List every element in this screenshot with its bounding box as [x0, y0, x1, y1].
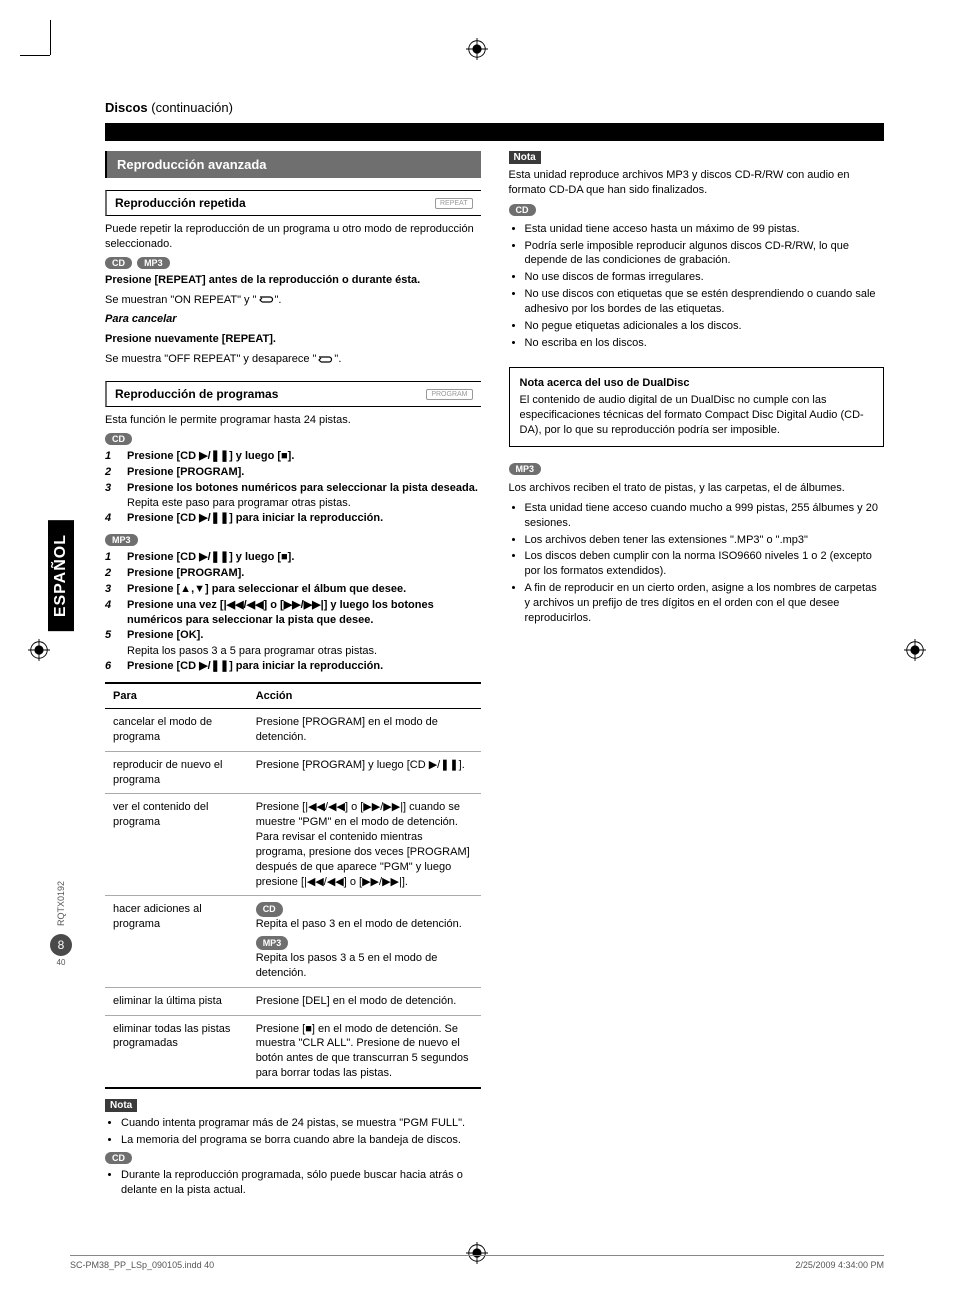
step-row: 3Presione los botones numéricos para sel… — [105, 481, 481, 496]
list-item: A fin de reproducir en un cierto orden, … — [525, 581, 885, 626]
table-row: hacer adiciones al programaCDRepita el p… — [105, 896, 481, 987]
page-badge: 8 — [50, 934, 72, 956]
mp3-steps: 1Presione [CD ▶/❚❚] y luego [■].2Presion… — [105, 550, 481, 674]
document-code: RQTX0192 — [56, 881, 66, 926]
table-header-para: Para — [105, 683, 248, 709]
cd-pill: CD — [105, 257, 132, 269]
cd-pill: CD — [105, 433, 132, 445]
title-main: Discos — [105, 100, 148, 115]
step-row: 2Presione [PROGRAM]. — [105, 566, 481, 581]
subsection-repeat: Reproducción repetida REPEAT — [105, 190, 481, 216]
dualdisc-title: Nota acerca del uso de DualDisc — [520, 376, 874, 391]
page-title: Discos (continuación) — [105, 100, 904, 115]
crop-mark-icon — [50, 20, 51, 55]
cancel-heading: Para cancelar — [105, 312, 481, 327]
cancel-result: Se muestra "OFF REPEAT" y desaparece "". — [105, 352, 481, 367]
registration-mark-icon — [904, 639, 926, 661]
list-item: No escriba en los discos. — [525, 336, 885, 351]
section-header: Reproducción avanzada — [105, 151, 481, 178]
list-item: Esta unidad tiene acceso hasta un máximo… — [525, 222, 885, 237]
page-footer: SC-PM38_PP_LSp_090105.indd 40 2/25/2009 … — [70, 1255, 884, 1270]
registration-mark-icon — [28, 639, 50, 661]
step-row: 6Presione [CD ▶/❚❚] para iniciar la repr… — [105, 659, 481, 674]
repeat-icon — [316, 354, 334, 365]
list-item: Durante la reproducción programada, sólo… — [121, 1168, 481, 1198]
step-row: 4Presione [CD ▶/❚❚] para iniciar la repr… — [105, 511, 481, 526]
side-tab: ESPAÑOL RQTX0192 8 40 — [48, 520, 74, 967]
repeat-pills: CD MP3 — [105, 257, 481, 269]
registration-mark-icon — [466, 38, 488, 60]
list-item: Podría serle imposible reproducir alguno… — [525, 239, 885, 269]
program-cd-notes: Durante la reproducción programada, sólo… — [105, 1168, 481, 1198]
repeat-button-label: REPEAT — [435, 198, 473, 209]
cancel-instruction: Presione nuevamente [REPEAT]. — [105, 332, 481, 347]
table-row: reproducir de nuevo el programaPresione … — [105, 751, 481, 794]
cd-pill: CD — [105, 1152, 132, 1164]
step-row: 4Presione una vez [|◀◀/◀◀] o [▶▶/▶▶|] y … — [105, 598, 481, 628]
mp3-pill: MP3 — [509, 463, 542, 475]
mp3-pill: MP3 — [137, 257, 170, 269]
step-row: 5Presione [OK]. — [105, 628, 481, 643]
subsection-program: Reproducción de programas PROGRAM — [105, 381, 481, 407]
mp3-pill: MP3 — [105, 534, 138, 546]
crop-mark-icon — [20, 55, 50, 56]
dualdisc-body: El contenido de audio digital de un Dual… — [520, 393, 874, 438]
table-row: eliminar la última pistaPresione [DEL] e… — [105, 987, 481, 1015]
mp3-intro: Los archivos reciben el trato de pistas,… — [509, 481, 885, 496]
table-row: cancelar el modo de programaPresione [PR… — [105, 709, 481, 752]
table-header-accion: Acción — [248, 683, 481, 709]
actions-table: Para Acción cancelar el modo de programa… — [105, 682, 481, 1089]
list-item: Cuando intenta programar más de 24 pista… — [121, 1116, 481, 1131]
step-row: 1Presione [CD ▶/❚❚] y luego [■]. — [105, 550, 481, 565]
subsection-title: Reproducción repetida — [115, 196, 246, 210]
language-tab: ESPAÑOL — [48, 520, 74, 631]
step-sub: Repita este paso para programar otras pi… — [127, 496, 481, 511]
note-label: Nota — [509, 151, 541, 164]
program-notes: Cuando intenta programar más de 24 pista… — [105, 1116, 481, 1148]
subsection-title: Reproducción de programas — [115, 387, 278, 401]
step-sub: Repita los pasos 3 a 5 para programar ot… — [127, 644, 481, 659]
title-cont: (continuación) — [151, 100, 233, 115]
mp3-bullets: Esta unidad tiene acceso cuando mucho a … — [509, 501, 885, 626]
step-row: 1Presione [CD ▶/❚❚] y luego [■]. — [105, 449, 481, 464]
page-number-small: 40 — [57, 958, 66, 967]
list-item: Esta unidad tiene acceso cuando mucho a … — [525, 501, 885, 531]
repeat-instruction: Presione [REPEAT] antes de la reproducci… — [105, 273, 481, 288]
header-bar — [105, 123, 884, 141]
table-row: eliminar todas las pistas programadasPre… — [105, 1015, 481, 1088]
step-row: 3Presione [▲,▼] para seleccionar el álbu… — [105, 582, 481, 597]
repeat-result: Se muestran "ON REPEAT" y "". — [105, 293, 481, 308]
list-item: No use discos con etiquetas que se estén… — [525, 287, 885, 317]
cd-bullets: Esta unidad tiene acceso hasta un máximo… — [509, 222, 885, 351]
list-item: No use discos de formas irregulares. — [525, 270, 885, 285]
right-intro: Esta unidad reproduce archivos MP3 y dis… — [509, 168, 885, 198]
list-item: Los archivos deben tener las extensiones… — [525, 533, 885, 548]
note-label: Nota — [105, 1099, 137, 1112]
left-column: Reproducción avanzada Reproducción repet… — [105, 151, 481, 1199]
footer-left: SC-PM38_PP_LSp_090105.indd 40 — [70, 1260, 214, 1270]
list-item: La memoria del programa se borra cuando … — [121, 1133, 481, 1148]
cd-pill: CD — [509, 204, 536, 216]
list-item: Los discos deben cumplir con la norma IS… — [525, 549, 885, 579]
repeat-icon — [257, 294, 275, 305]
program-intro: Esta función le permite programar hasta … — [105, 413, 481, 428]
list-item: No pegue etiquetas adicionales a los dis… — [525, 319, 885, 334]
dualdisc-box: Nota acerca del uso de DualDisc El conte… — [509, 367, 885, 447]
program-button-label: PROGRAM — [426, 389, 472, 400]
step-row: 2Presione [PROGRAM]. — [105, 465, 481, 480]
cd-steps: 1Presione [CD ▶/❚❚] y luego [■].2Presion… — [105, 449, 481, 526]
repeat-intro: Puede repetir la reproducción de un prog… — [105, 222, 481, 252]
footer-right: 2/25/2009 4:34:00 PM — [795, 1260, 884, 1270]
table-row: ver el contenido del programaPresione [|… — [105, 794, 481, 896]
right-column: Nota Esta unidad reproduce archivos MP3 … — [509, 151, 885, 1199]
